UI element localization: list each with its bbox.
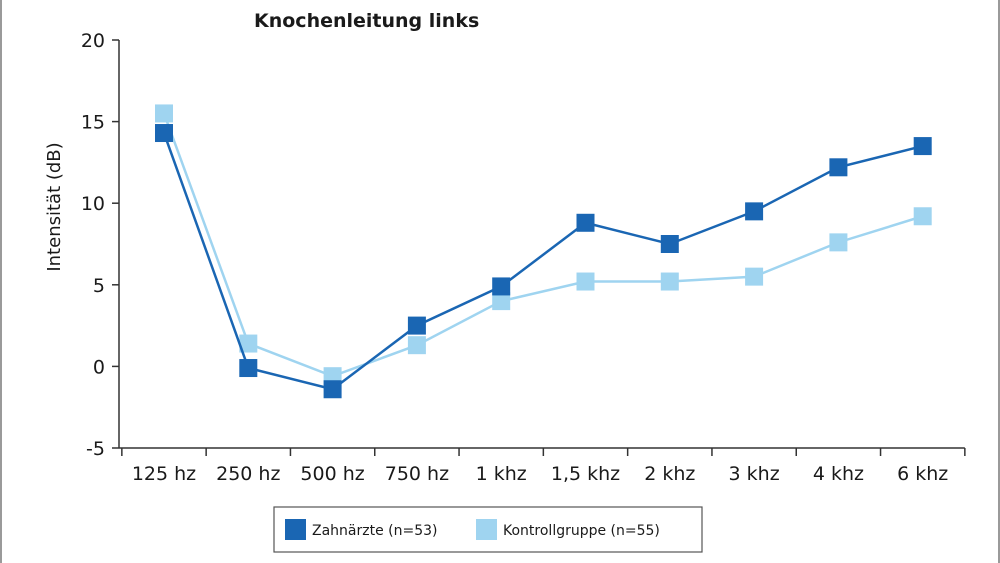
x-tick-label: 4 khz (813, 463, 864, 485)
y-tick-label: 5 (93, 275, 105, 297)
series-line-zahnaerzte (162, 132, 924, 391)
legend-swatch-zahnaerzte (285, 519, 306, 540)
x-tick-label: 750 hz (385, 463, 449, 485)
x-tick-label: 2 khz (644, 463, 695, 485)
data-point-zahnaerzte (239, 359, 258, 378)
data-point-zahnaerzte (829, 158, 848, 177)
y-tick-label: 0 (93, 356, 105, 378)
data-point-kontrollgruppe (660, 272, 679, 291)
data-point-kontrollgruppe (576, 272, 595, 291)
data-point-zahnaerzte (407, 316, 426, 335)
legend-label-kontrollgruppe: Kontrollgruppe (n=55) (503, 523, 660, 539)
x-tick-label: 125 hz (132, 463, 196, 485)
data-point-kontrollgruppe (492, 292, 511, 311)
data-point-zahnaerzte (745, 202, 764, 221)
data-point-kontrollgruppe (913, 207, 932, 226)
data-point-zahnaerzte (492, 277, 511, 296)
y-tick-label: 10 (81, 193, 105, 215)
data-point-zahnaerzte (660, 235, 679, 253)
x-tick-label: 1 khz (476, 463, 527, 485)
series-layer (155, 104, 932, 399)
data-point-kontrollgruppe (407, 336, 426, 355)
x-tick-label: 500 hz (300, 463, 364, 485)
series-line-kontrollgruppe (162, 113, 924, 378)
y-tick-label: -5 (86, 438, 105, 460)
data-point-zahnaerzte (155, 124, 173, 143)
data-point-zahnaerzte (913, 137, 932, 156)
data-point-kontrollgruppe (155, 104, 173, 123)
legend: Zahnärzte (n=53) Kontrollgruppe (n=55) (273, 506, 703, 553)
x-tick-label: 250 hz (216, 463, 280, 485)
y-tick-label: 20 (81, 30, 105, 52)
y-tick-label: 15 (81, 112, 105, 134)
x-tick-label: 6 khz (897, 463, 948, 485)
legend-swatch-kontrollgruppe (476, 519, 497, 540)
data-point-zahnaerzte (323, 380, 342, 399)
chart-title: Knochenleitung links (254, 10, 479, 32)
data-point-kontrollgruppe (829, 233, 848, 252)
axes: 20 15 10 5 0 -5 125 hz 250 hz 500 hz 750 hz 1 khz 1… (81, 30, 966, 485)
data-point-zahnaerzte (576, 213, 595, 232)
y-axis-title: Intensität (dB) (44, 142, 65, 271)
data-point-kontrollgruppe (239, 334, 258, 353)
legend-label-zahnaerzte: Zahnärzte (n=53) (312, 523, 438, 539)
x-tick-label: 1,5 khz (551, 463, 620, 485)
data-point-kontrollgruppe (745, 267, 764, 286)
x-tick-label: 3 khz (729, 463, 780, 485)
